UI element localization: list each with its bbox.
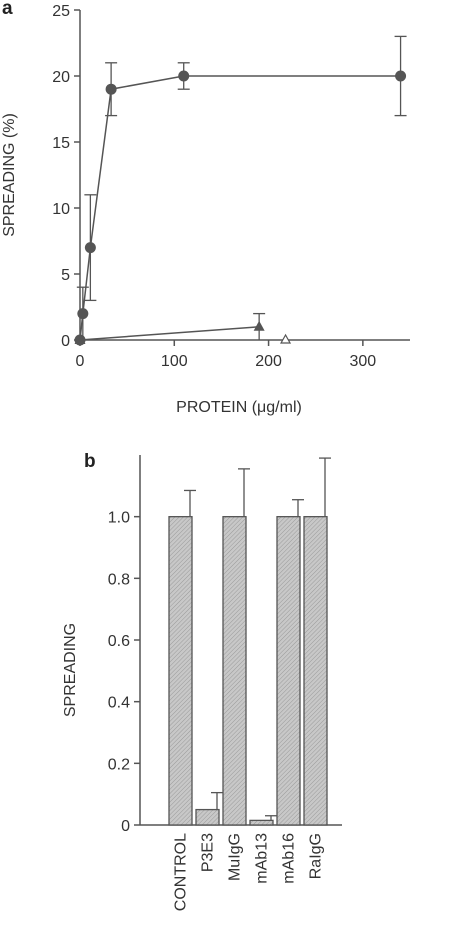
panel-a-series-0-line [79, 75, 401, 341]
panel-a-x-axis-title: PROTEIN (μg/ml) [176, 399, 302, 416]
panel-b-y-tick-label: 1.0 [108, 510, 130, 527]
panel-b-category-label: MuIgG [227, 833, 244, 881]
panel-b-bar-chart: b 0 0.2 0.4 0.6 0.8 1.0 CONTROL P3E3 MuIgG mAb13… [62, 451, 342, 911]
panel-a-data-point [77, 308, 89, 320]
panel-a-y-tick-label: 20 [52, 69, 70, 86]
panel-a-series-1-line [79, 326, 260, 341]
panel-b-category-labels: CONTROL P3E3 MuIgG mAb13 mAb16 RaIgG [173, 833, 325, 911]
panel-a-y-tick-label: 25 [52, 3, 70, 20]
panel-a-y-tick-label: 0 [61, 333, 70, 350]
panel-a-data-point [84, 242, 96, 254]
panel-a-data-point [178, 70, 190, 82]
panel-a-y-tick-label: 10 [52, 201, 70, 218]
panel-a-data-point [105, 83, 117, 95]
panel-b-bars [168, 457, 331, 826]
panel-b-y-ticks: 0 0.2 0.4 0.6 0.8 1.0 [108, 510, 140, 835]
panel-b-bar [195, 808, 220, 826]
panel-b-bar [249, 819, 274, 826]
panel-a-x-tick-label: 200 [255, 353, 282, 370]
panel-b-y-tick-label: 0 [121, 818, 130, 835]
panel-b-y-axis-title: SPREADING [62, 623, 79, 717]
panel-b-y-tick-label: 0.2 [108, 756, 130, 773]
panel-b-bar [222, 516, 247, 826]
panel-b-category-label: CONTROL [173, 833, 190, 911]
panel-a-data-point [74, 334, 86, 344]
panel-a-y-tick-label: 5 [61, 267, 70, 284]
panel-a-label: a [2, 0, 13, 19]
panel-b-bar [168, 516, 193, 826]
panel-b-category-label: P3E3 [200, 833, 217, 872]
panel-a-line-chart: a 0 5 10 15 20 25 0 100 200 300 SPREADING (%) PR… [1, 0, 410, 416]
panel-b-category-label: mAb13 [254, 833, 271, 884]
panel-a-y-ticks: 0 5 10 15 20 25 [52, 3, 80, 350]
panel-a-data-point [253, 320, 265, 331]
panel-a-y-axis-title: SPREADING (%) [1, 113, 18, 237]
panel-b-bar [276, 516, 301, 826]
panel-b-y-tick-label: 0.4 [108, 695, 130, 712]
panel-a-series [74, 35, 407, 346]
panel-a-y-tick-label: 15 [52, 135, 70, 152]
panel-b-label: b [84, 451, 96, 472]
panel-a-data-point [395, 70, 407, 82]
panel-a-x-tick-label: 300 [350, 353, 377, 370]
panel-a-data-point [280, 333, 292, 344]
panel-b-y-tick-label: 0.8 [108, 571, 130, 588]
panel-b-category-label: mAb16 [281, 833, 298, 884]
panel-b-y-tick-label: 0.6 [108, 633, 130, 650]
panel-b-category-label: RaIgG [308, 833, 325, 879]
panel-a-x-tick-label: 0 [76, 353, 85, 370]
panel-b-bar [303, 516, 328, 826]
panel-a-x-ticks: 0 100 200 300 [76, 340, 377, 370]
panel-a-x-tick-label: 100 [161, 353, 188, 370]
